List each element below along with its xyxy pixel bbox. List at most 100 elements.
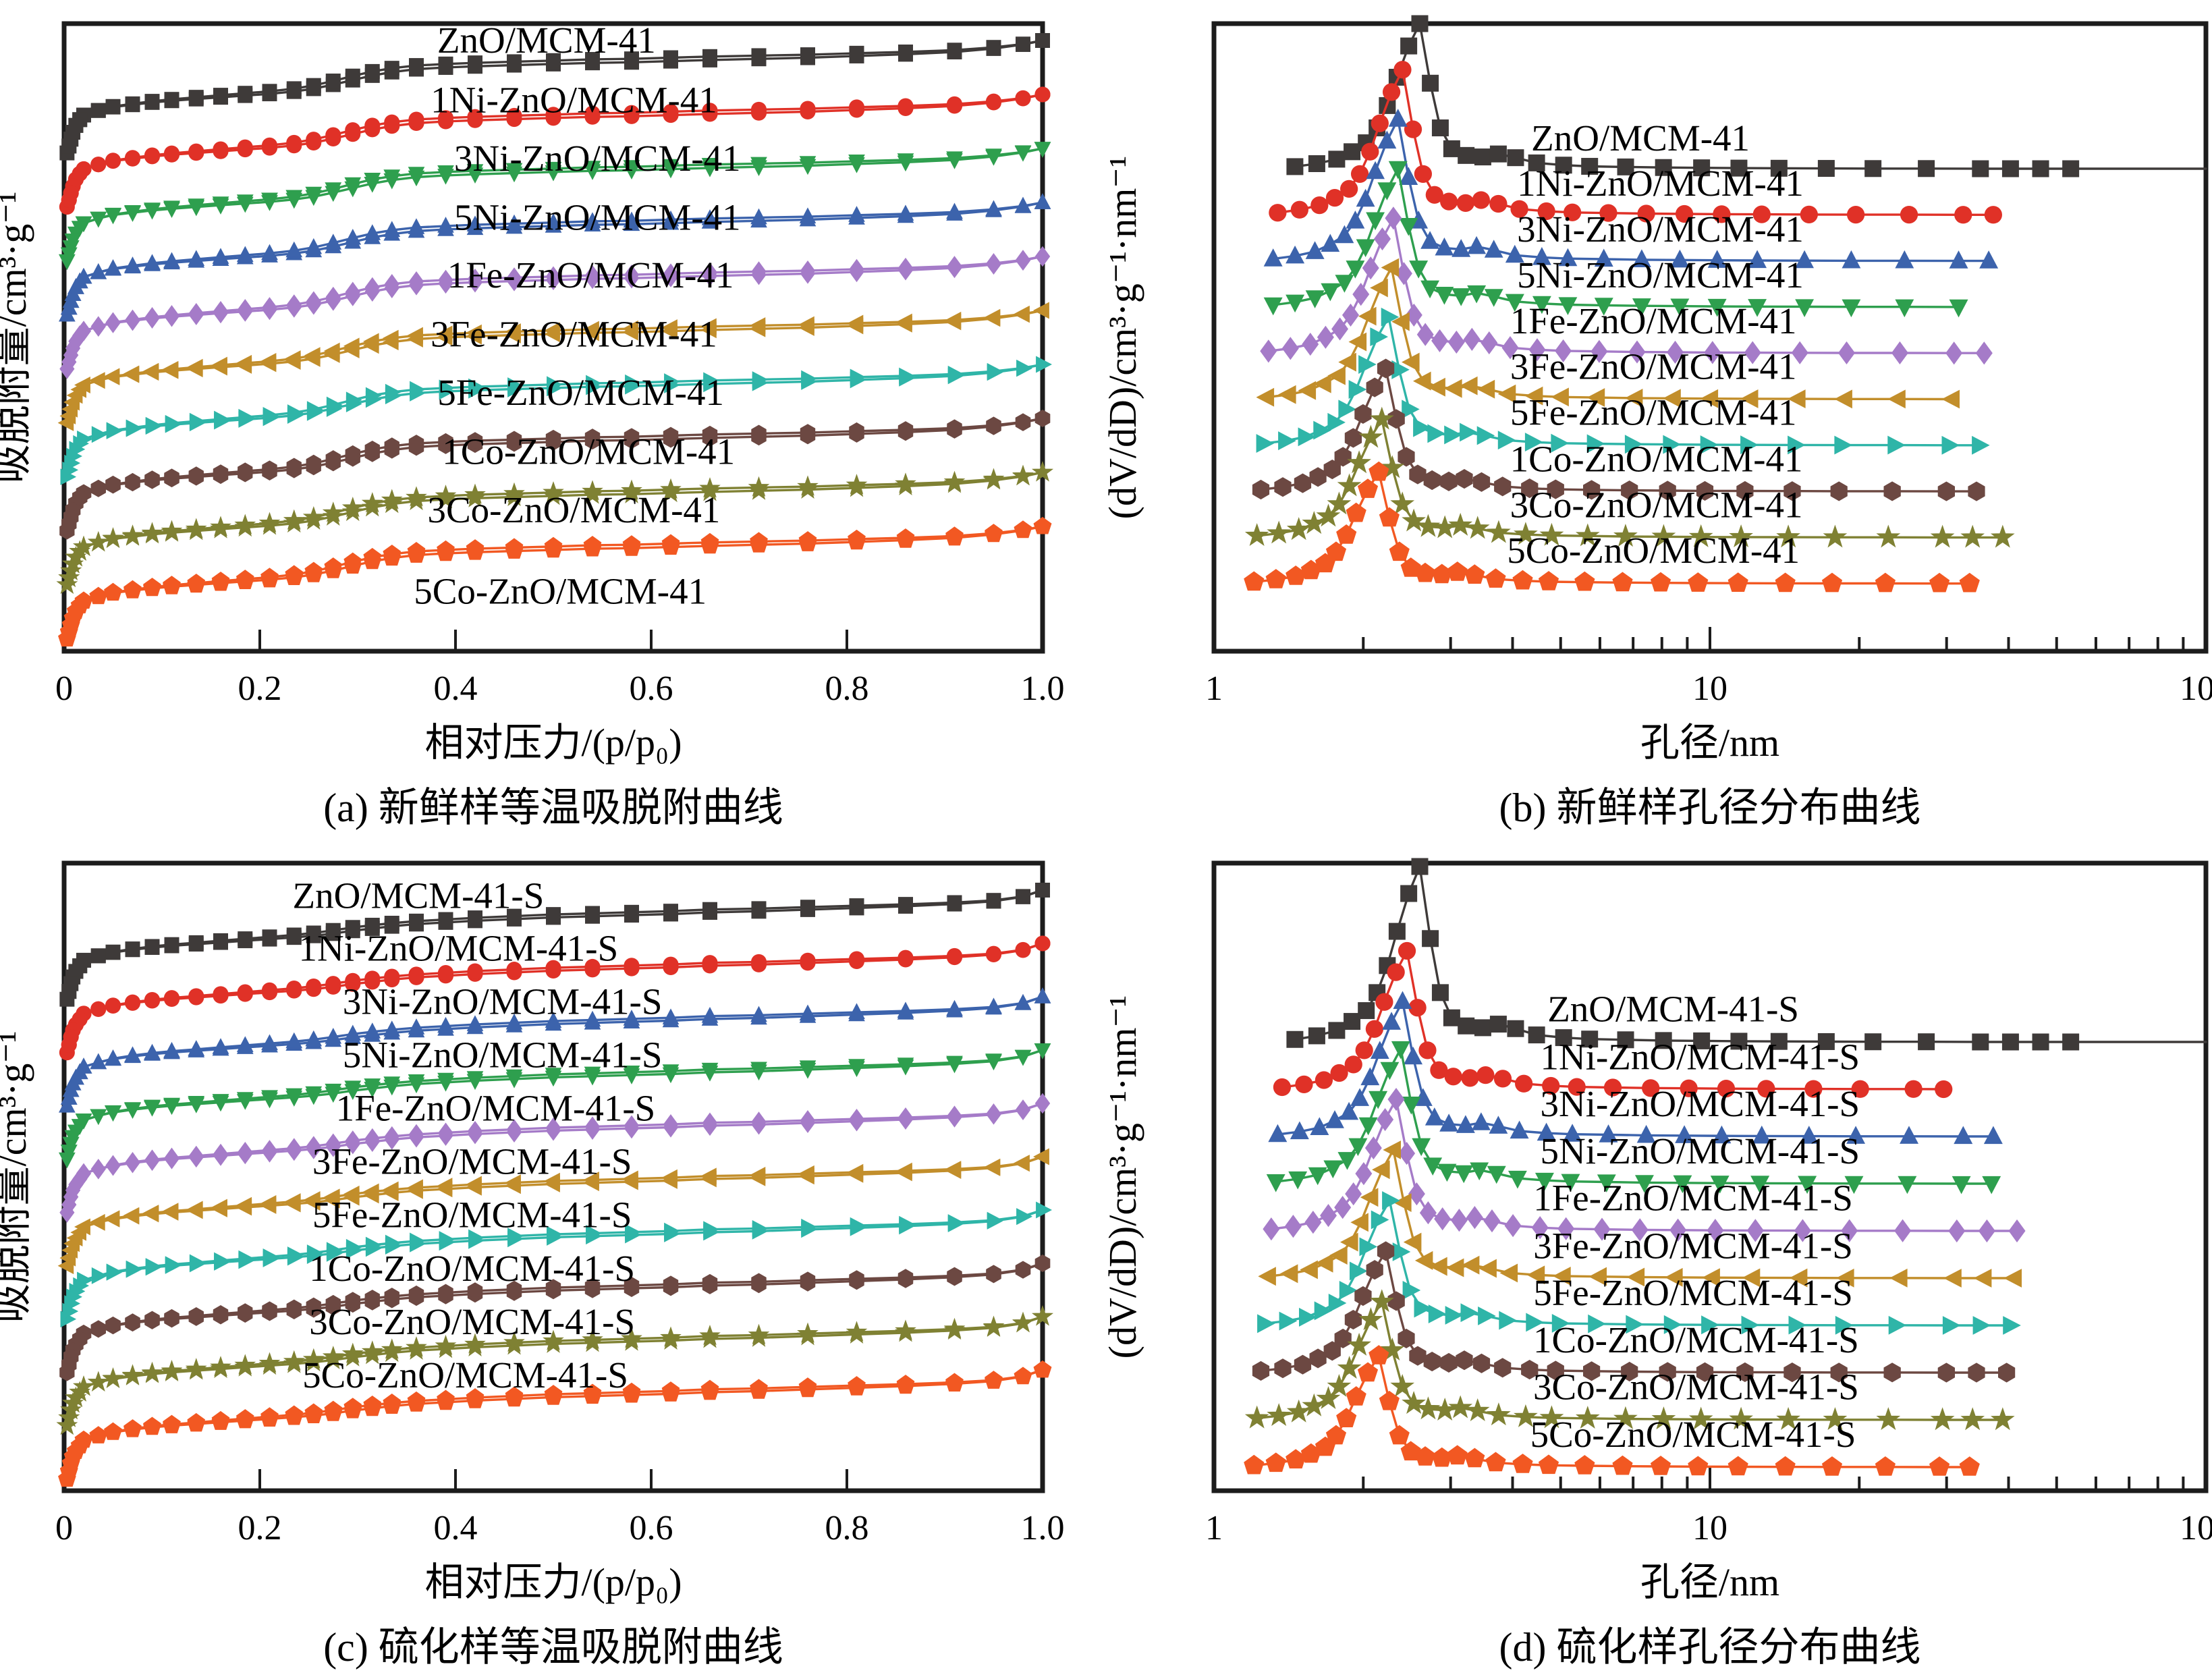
circle-marker (1904, 1080, 1923, 1098)
pentagon-marker (1447, 1445, 1468, 1465)
triangle-left-marker (1014, 1155, 1030, 1172)
diamond-marker (1593, 1217, 1611, 1241)
circle-marker (1439, 192, 1458, 211)
hexagon-marker (238, 1303, 253, 1321)
circle-marker (1444, 1068, 1462, 1086)
triangle-right-marker (586, 375, 602, 392)
star-marker (1613, 524, 1638, 547)
triangle-up-marker (408, 218, 425, 234)
star-marker (1465, 516, 1490, 539)
diamond-marker (702, 1112, 718, 1133)
triangle-down-marker (236, 194, 254, 211)
square-marker (286, 81, 302, 97)
series-ZnO/MCM-41-S (59, 883, 1050, 1007)
hexagon-marker (1377, 1241, 1395, 1261)
diamond-marker (1631, 1218, 1649, 1242)
diamond-marker (467, 1120, 483, 1142)
triangle-up-marker (1842, 250, 1861, 269)
square-marker (1400, 885, 1418, 902)
star-marker (322, 501, 344, 522)
triangle-left-marker (1551, 387, 1569, 407)
triangle-down-marker (848, 155, 865, 171)
square-marker (1507, 1020, 1524, 1037)
triangle-down-marker (545, 161, 562, 178)
triangle-up-marker (1795, 250, 1815, 269)
triangle-up-marker (1748, 250, 1767, 269)
star-marker (1302, 1393, 1327, 1416)
triangle-up-marker (1799, 1126, 1819, 1144)
plot-frame (61, 21, 1045, 654)
triangle-up-marker (1393, 991, 1412, 1010)
triangle-right-marker (189, 412, 206, 430)
hexagon-marker (506, 1280, 522, 1298)
triangle-up-marker (90, 1053, 107, 1070)
triangle-right-marker (1036, 1201, 1052, 1219)
hexagon-marker (1472, 1353, 1491, 1373)
triangle-up-marker (285, 1032, 303, 1049)
star-marker (1416, 1396, 1441, 1420)
series-3Fe-ZnO/MCM-41 (1256, 258, 1960, 409)
square-marker (1864, 1033, 1882, 1051)
circle-marker (1382, 83, 1401, 101)
triangle-left-marker (324, 1188, 340, 1206)
triangle-right-marker (410, 1232, 426, 1250)
triangle-left-marker (1834, 389, 1852, 409)
square-marker (898, 45, 913, 59)
triangle-left-marker (436, 325, 453, 343)
triangle-up-marker (1325, 1110, 1344, 1128)
star-marker (435, 485, 457, 505)
circle-marker (1456, 194, 1475, 212)
triangle-left-marker (304, 347, 321, 364)
triangle-left-marker (1300, 1260, 1318, 1279)
pentagon-marker (945, 1373, 964, 1390)
triangle-right-marker (1741, 1315, 1760, 1335)
triangle-right-marker (439, 1231, 455, 1248)
diamond-marker (262, 1140, 277, 1161)
triangle-down-marker (344, 1080, 362, 1097)
diamond-marker (1704, 341, 1721, 364)
triangle-up-marker (1707, 250, 1727, 268)
triangle-left-marker (1663, 389, 1681, 408)
triangle-up-marker (1983, 1126, 2003, 1145)
pentagon-marker (1775, 1456, 1796, 1476)
star-marker (302, 1348, 325, 1369)
diamond-marker (800, 260, 816, 281)
pentagon-marker (304, 561, 323, 579)
hexagon-marker (306, 454, 321, 472)
diamond-marker (1794, 1219, 1811, 1242)
triangle-right-marker (306, 401, 323, 418)
hexagon-marker (61, 515, 77, 533)
triangle-up-marker (623, 211, 640, 228)
pentagon-marker (1336, 524, 1357, 544)
series-label: 3Fe-ZnO/MCM-41-S (312, 1141, 632, 1182)
triangle-down-marker (1844, 1176, 1864, 1194)
triangle-left-marker (187, 358, 203, 376)
triangle-down-marker (946, 1055, 963, 1072)
hexagon-marker (663, 426, 679, 445)
triangle-right-marker (165, 414, 182, 432)
series-1Ni-ZnO/MCM-41 (1269, 61, 2002, 224)
square-marker (1693, 1032, 1711, 1049)
series-label: 1Fe-ZnO/MCM-41-S (1533, 1178, 1853, 1219)
diamond-marker (897, 257, 914, 279)
triangle-left-marker (1350, 1213, 1368, 1232)
triangle-up-marker (545, 1012, 562, 1028)
triangle-left-marker (1624, 388, 1643, 408)
square-marker (702, 902, 717, 917)
plot-frame (1211, 21, 2209, 654)
hexagon-marker (702, 425, 718, 443)
pentagon-marker (1014, 1367, 1032, 1384)
triangle-up-marker (1435, 237, 1454, 256)
triangle-up-marker (662, 210, 680, 227)
triangle-up-marker (662, 1008, 680, 1024)
triangle-right-marker (287, 404, 304, 421)
circle-marker (1350, 165, 1369, 183)
diamond-marker (384, 273, 399, 295)
star-marker (234, 514, 256, 534)
hexagon-marker (545, 1279, 561, 1297)
square-marker (306, 925, 321, 941)
diamond-marker (663, 1114, 679, 1135)
triangle-right-marker (1941, 435, 1960, 455)
triangle-up-marker (1467, 236, 1487, 254)
triangle-right-marker (1339, 1280, 1358, 1300)
